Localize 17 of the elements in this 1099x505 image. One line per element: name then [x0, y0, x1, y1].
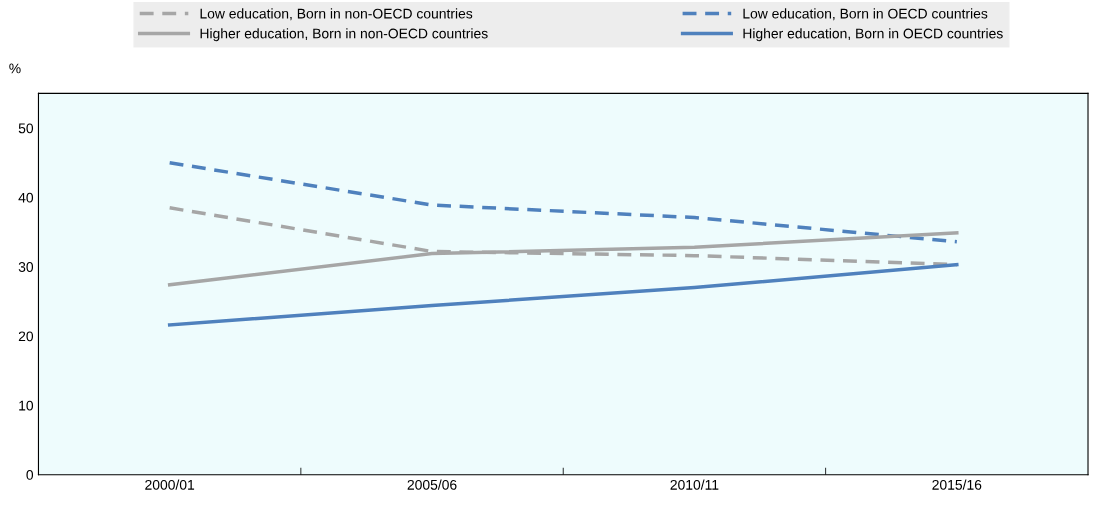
legend-label: Higher education, Born in non-OECD countries — [200, 28, 488, 42]
legend-label: Low education, Born in OECD countries — [743, 8, 988, 21]
x-tick-label: 2005/06 — [407, 479, 457, 490]
y-tick-label: 10 — [19, 400, 34, 411]
line-series — [167, 262, 959, 327]
x-tick-label: 2010/11 — [670, 479, 719, 490]
y-tick-label: 30 — [18, 262, 34, 272]
y-tick-label: 50 — [18, 123, 34, 134]
legend-label: Low education, Born in non-OECD countries — [200, 8, 473, 21]
line-series — [167, 161, 959, 244]
x-tick-label: 2000/01 — [145, 479, 195, 490]
y-tick-label: 40 — [18, 192, 34, 203]
legend-label: Higher education, Born in OECD countries — [743, 28, 1003, 42]
x-tick-label: 2015/16 — [932, 479, 982, 490]
y-tick-label: 20 — [18, 331, 34, 342]
y-axis-title: % — [9, 63, 21, 74]
y-tick-label: 0 — [26, 470, 34, 480]
